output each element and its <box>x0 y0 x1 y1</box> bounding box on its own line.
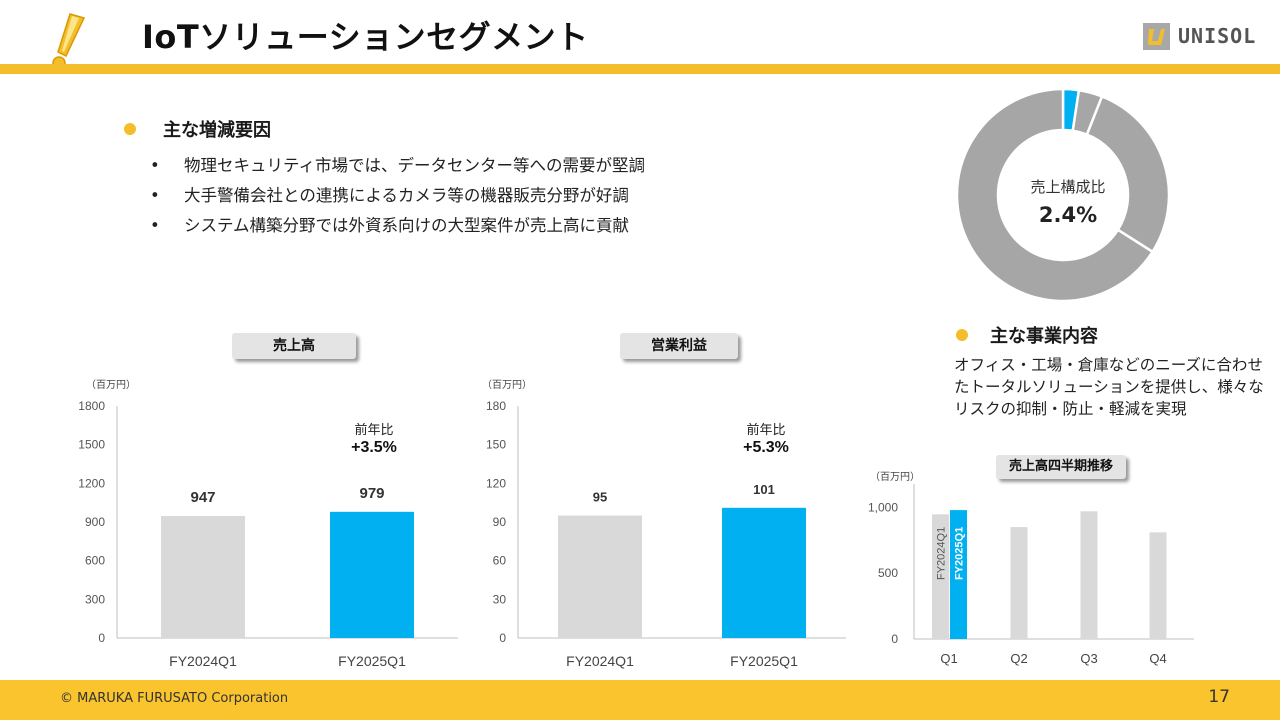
y-tick-label: 1800 <box>78 399 105 413</box>
yoy-label: 前年比 <box>354 422 393 437</box>
page-title: IoTソリューションセグメント <box>142 18 589 56</box>
y-tick-label: 30 <box>493 592 507 606</box>
y-tick-label: 1,000 <box>868 500 898 514</box>
yoy-label: 前年比 <box>746 422 785 437</box>
yoy-value: +3.5% <box>351 439 397 456</box>
list-item-text: 物理セキュリティ市場では、データセンター等への需要が堅調 <box>184 156 646 175</box>
list-item: • システム構築分野では外資系向けの大型案件が売上高に貢献 <box>150 214 645 244</box>
bar <box>950 510 967 639</box>
copyright-text: © MARUKA FURUSATO Corporation <box>60 691 289 706</box>
data-label: 947 <box>190 489 215 506</box>
op-profit-chart-title: 営業利益 <box>620 333 738 359</box>
donut-slice <box>956 88 1155 302</box>
title-underline <box>0 64 1280 74</box>
quarterly-chart-title: 売上高四半期推移 <box>996 455 1126 479</box>
op-profit-unit-label: （百万円） <box>482 380 532 391</box>
series-label: FY2024Q1 <box>936 527 948 580</box>
y-tick-label: 0 <box>98 631 105 645</box>
list-item: • 大手警備会社との連携によるカメラ等の機器販売分野が好調 <box>150 184 645 214</box>
y-tick-label: 600 <box>85 554 105 568</box>
bullet-dot-icon <box>956 329 968 341</box>
bar <box>161 515 245 638</box>
list-item-text: システム構築分野では外資系向けの大型案件が売上高に貢献 <box>184 216 630 235</box>
bar <box>1010 527 1028 639</box>
x-tick-label: Q1 <box>940 651 957 666</box>
y-tick-label: 500 <box>878 566 898 580</box>
x-tick-label: FY2024Q1 <box>566 653 634 669</box>
x-tick-label: Q3 <box>1080 651 1097 666</box>
bar <box>722 507 806 638</box>
factors-heading: 主な増減要因 <box>124 116 271 142</box>
sales-chart-title: 売上高 <box>232 333 356 359</box>
series-label: FY2025Q1 <box>954 527 966 580</box>
quarterly-bar-chart: 0 500 1,000 FY2024Q1 FY2025Q1 Q1 Q2 Q3 Q4 <box>868 484 1194 666</box>
bar <box>932 514 949 639</box>
brand-name: UNISOL <box>1178 24 1257 48</box>
y-tick-label: 90 <box>493 515 507 529</box>
brand-logo: UNISOL <box>1143 22 1256 50</box>
donut-slice <box>1085 94 1170 254</box>
business-heading: 主な事業内容 <box>956 322 1098 348</box>
list-item-text: 大手警備会社との連携によるカメラ等の機器販売分野が好調 <box>184 186 629 205</box>
page-number: 17 <box>1208 687 1230 707</box>
y-tick-label: 1500 <box>78 438 105 452</box>
y-tick-label: 120 <box>486 476 506 490</box>
bar <box>1080 511 1098 639</box>
bar <box>1149 532 1167 639</box>
data-label: 95 <box>593 490 607 505</box>
logo-icon <box>46 12 94 72</box>
yoy-value: +5.3% <box>743 439 789 456</box>
bar <box>558 515 642 638</box>
y-tick-label: 1200 <box>78 476 105 490</box>
bullet-dot-icon <box>124 123 136 135</box>
donut-value: 2.4% <box>1038 203 1098 227</box>
x-tick-label: FY2025Q1 <box>730 653 798 669</box>
footer-bar: © MARUKA FURUSATO Corporation 17 <box>0 680 1280 720</box>
y-tick-label: 300 <box>85 592 105 606</box>
list-item: • 物理セキュリティ市場では、データセンター等への需要が堅調 <box>150 154 645 184</box>
business-description: オフィス・工場・倉庫などのニーズに合わせたトータルソリューションを提供し、様々な… <box>954 356 1264 418</box>
composition-donut-chart <box>956 88 1170 302</box>
quarterly-unit-label: （百万円） <box>870 472 920 483</box>
factors-heading-text: 主な増減要因 <box>163 120 271 141</box>
data-label: 979 <box>359 485 384 502</box>
y-tick-label: 180 <box>486 399 506 413</box>
data-label: 101 <box>753 482 775 497</box>
x-tick-label: FY2024Q1 <box>169 653 237 669</box>
y-tick-label: 900 <box>85 515 105 529</box>
donut-title: 売上構成比 <box>1030 178 1106 196</box>
factors-list: • 物理セキュリティ市場では、データセンター等への需要が堅調 • 大手警備会社との連… <box>150 154 645 244</box>
y-tick-label: 0 <box>499 631 506 645</box>
bar <box>330 511 414 638</box>
business-heading-text: 主な事業内容 <box>990 326 1098 347</box>
sales-bar-chart: 0 300 600 900 1200 1500 1800 947 FY2024Q1 979 FY20… <box>78 399 458 669</box>
y-tick-label: 150 <box>486 438 506 452</box>
y-tick-label: 0 <box>891 632 898 646</box>
sales-unit-label: （百万円） <box>86 380 136 391</box>
x-tick-label: FY2025Q1 <box>338 653 406 669</box>
y-tick-label: 60 <box>493 554 507 568</box>
op-profit-bar-chart: 0 30 60 90 120 150 180 95 FY2024Q1 101 FY2025Q1 前年比… <box>486 399 846 669</box>
x-tick-label: Q2 <box>1010 651 1027 666</box>
brand-mark-icon <box>1143 22 1170 50</box>
x-tick-label: Q4 <box>1149 651 1166 666</box>
